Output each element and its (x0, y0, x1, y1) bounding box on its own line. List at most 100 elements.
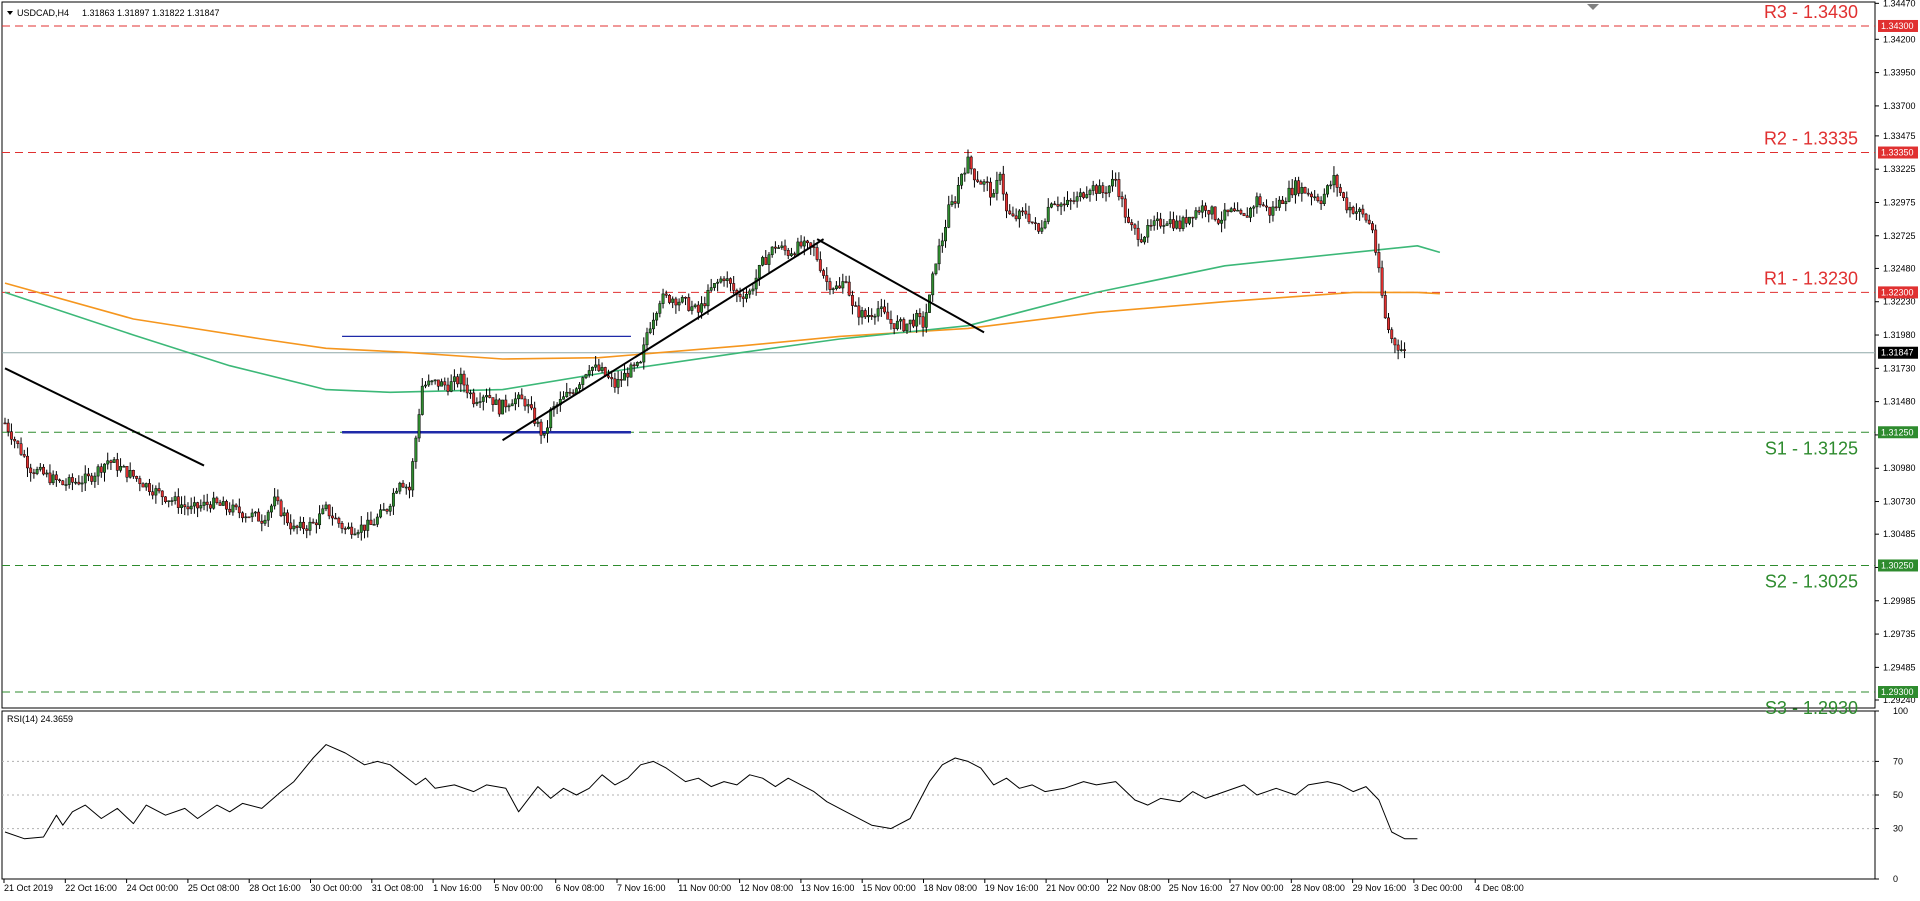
candle-body (908, 319, 912, 325)
candle-body (1293, 180, 1297, 196)
candle-body (671, 298, 675, 303)
candle-body (1300, 187, 1304, 194)
candle-body (475, 401, 479, 405)
x-tick-label: 24 Oct 00:00 (127, 883, 179, 893)
candle-body (867, 315, 870, 318)
candle-body (777, 247, 781, 249)
y-tick-label: 1.30980 (1883, 463, 1916, 473)
candle-body (1194, 210, 1198, 219)
candle-body (385, 509, 389, 512)
candle-body (1005, 193, 1008, 212)
candle-body (1149, 225, 1153, 227)
candle-body (286, 512, 289, 524)
candle-body (834, 285, 838, 289)
level-label-1: R2 - 1.3335 (1764, 129, 1858, 149)
candle-body (420, 385, 424, 415)
candle-body (651, 319, 655, 330)
candle-body (29, 467, 33, 474)
candle-body (870, 315, 874, 317)
candle-body (237, 506, 241, 514)
level-price-label: 1.32300 (1881, 287, 1914, 297)
candle-body (526, 404, 530, 407)
candle-body (1111, 178, 1114, 187)
candle-body (353, 533, 357, 536)
x-tick-label: 29 Nov 16:00 (1353, 883, 1407, 893)
candle-body (19, 443, 23, 455)
menu-triangle-icon[interactable] (7, 11, 13, 15)
y-tick-label: 1.30485 (1883, 529, 1916, 539)
candle-body (311, 521, 315, 524)
candle-body (533, 407, 537, 424)
candle-body (382, 509, 386, 511)
candle-body (343, 528, 347, 530)
candle-body (1165, 223, 1169, 226)
candle-body (1399, 349, 1403, 351)
candle-body (257, 511, 261, 522)
candle-body (911, 319, 915, 327)
candle-body (995, 179, 999, 194)
trend-line-0 (4, 367, 205, 467)
candle-body (1239, 209, 1243, 214)
x-tick-label: 18 Nov 08:00 (924, 883, 978, 893)
scroll-indicator-icon[interactable] (1587, 4, 1599, 10)
candle-body (1310, 193, 1313, 198)
ohlc-open: 1.31863 (82, 8, 115, 18)
candle-body (77, 481, 81, 485)
candle-body (1329, 184, 1333, 187)
x-tick-label: 21 Oct 2019 (4, 883, 53, 893)
candle-body (1229, 208, 1233, 213)
candle-body (446, 384, 450, 392)
rsi-tick-label: 50 (1893, 790, 1903, 800)
candle-body (350, 526, 354, 535)
candle-body (668, 294, 671, 303)
candle-body (298, 521, 302, 528)
candle-body (131, 470, 135, 477)
candle-body (1354, 211, 1358, 214)
candle-body (1094, 185, 1098, 194)
price-panel (1, 1, 1876, 709)
candle-body (1155, 218, 1159, 221)
candle-body (860, 310, 864, 318)
candle-body (1181, 217, 1185, 229)
candle-body (375, 516, 379, 525)
candle-body (674, 298, 678, 306)
level-price-label: 1.29300 (1881, 687, 1914, 697)
candle-body (16, 440, 20, 444)
candle-body (1393, 338, 1397, 346)
candle-body (1027, 213, 1031, 223)
candle-body (1040, 227, 1044, 232)
candle-body (546, 427, 549, 434)
y-tick-label: 1.31480 (1883, 397, 1916, 407)
y-tick-label: 1.29735 (1883, 629, 1916, 639)
ohlc-high: 1.31897 (117, 8, 150, 18)
candle-body (825, 275, 829, 282)
candle-body (247, 516, 251, 519)
candle-body (119, 466, 123, 471)
candle-body (366, 519, 370, 531)
x-tick-label: 19 Nov 16:00 (985, 883, 1039, 893)
candle-body (408, 486, 411, 491)
candle-body (1101, 185, 1105, 193)
candle-body (578, 384, 582, 389)
candle-body (879, 306, 883, 309)
level-price-label: 1.34300 (1881, 21, 1914, 31)
candle-body (1091, 185, 1095, 191)
candle-body (459, 373, 463, 385)
candle-body (706, 289, 710, 307)
candle-body (90, 475, 94, 482)
candle-body (812, 246, 816, 248)
rsi-tick-label: 70 (1893, 756, 1903, 766)
candle-body (1200, 205, 1204, 213)
candle-body (1123, 198, 1127, 218)
level-label-5: S3 - 1.2930 (1765, 698, 1858, 718)
candle-body (125, 466, 129, 478)
candle-body (857, 305, 861, 318)
candle-body (565, 391, 569, 397)
candle-body (1261, 204, 1265, 207)
y-tick-label: 1.34470 (1883, 0, 1916, 8)
candle-body (48, 472, 52, 484)
candle-body (725, 278, 729, 281)
candle-body (648, 328, 652, 333)
candle-body (87, 473, 90, 477)
candle-body (523, 398, 527, 407)
